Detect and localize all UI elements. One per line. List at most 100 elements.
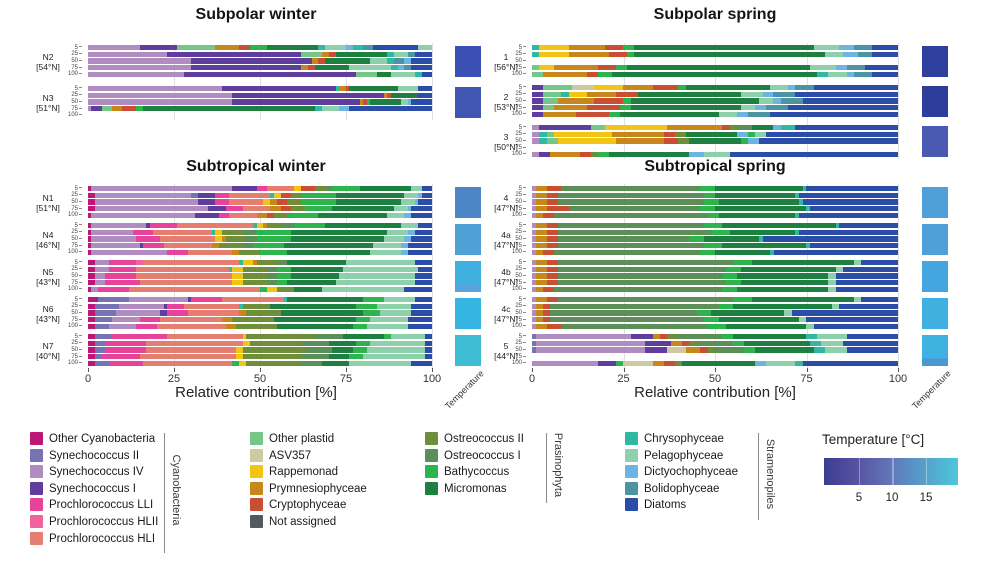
bar-segment-other_plastid (542, 98, 558, 104)
bar-segment-syn4 (532, 360, 598, 366)
bar-row (532, 260, 898, 266)
bar-segment-micromonas (619, 111, 719, 117)
bar-segment-diatoms (421, 71, 432, 77)
bar-segment-prymnesio (535, 186, 547, 192)
station-name: N4 (42, 230, 54, 240)
depth-label: 5 (502, 260, 526, 266)
bar-segment-ostreo1 (550, 303, 719, 309)
bar-segment-prymnesio (535, 260, 547, 266)
bar-segment-proHLI (229, 192, 271, 198)
legend-item-crypto: Cryptophyceae (250, 498, 430, 512)
bar-segment-syn4 (94, 266, 109, 272)
bar-segment-crypto (363, 99, 367, 105)
bar-segment-micromonas (733, 334, 807, 340)
bar-segment-ostreo1 (557, 229, 712, 235)
depth-label: 5 (502, 297, 526, 303)
legend-item-ostreo1: Ostreococcus I (425, 448, 605, 463)
bar-segment-pelago (370, 340, 426, 346)
temperature-box-5 (922, 334, 948, 366)
bar-segment-proHLI (177, 223, 254, 229)
bar-segment-pelago (411, 186, 422, 192)
bar-row (532, 340, 898, 346)
bar-row (88, 297, 432, 303)
bar-segment-ostreo2 (242, 354, 302, 360)
bar-segment-bathy (703, 223, 723, 229)
bar-row (532, 347, 898, 353)
legend-group-divider (164, 433, 166, 554)
bar-segment-pelago (387, 229, 408, 235)
bar-segment-syn2 (98, 297, 130, 303)
bar-segment-ostreo1 (736, 125, 752, 131)
bar-segment-bathy (707, 212, 719, 218)
bar-segment-diatoms (414, 273, 432, 279)
bar-segment-syn2 (94, 347, 106, 353)
bar-segment-other_plastid (532, 65, 540, 71)
bar-segment-diatoms (418, 86, 432, 92)
x-axis-tick-label: 100 (422, 373, 442, 385)
bar-segment-chryso (315, 106, 322, 112)
bar-segment-chryso (532, 51, 540, 57)
bar-segment-ostreo2 (287, 199, 302, 205)
bar-segment-ostreo2 (235, 323, 278, 329)
bar-segment-pelago (394, 206, 408, 212)
bar-segment-diatoms (810, 206, 898, 212)
bar-segment-ostreo2 (678, 138, 690, 144)
bar-segment-pelago (828, 286, 836, 292)
bar-segment-syn4 (91, 223, 147, 229)
bar-segment-proLLI (105, 347, 147, 353)
bar-segment-ostreo1 (561, 186, 701, 192)
legend-item-label: Prymnesiophyceae (269, 482, 367, 495)
bar-segment-bathy (700, 249, 715, 255)
bar-segment-prymnesio (586, 91, 617, 97)
depth-label: 75 (502, 317, 526, 323)
ostreococcus-ii-swatch (425, 432, 438, 445)
bar-segment-syn4 (535, 334, 631, 340)
depth-label: 5 (502, 223, 526, 229)
bar-segment-micromonas (608, 151, 690, 157)
bar-segment-dictyo (736, 131, 748, 137)
depth-label: 75 (502, 280, 526, 286)
bar-segment-pelago (828, 71, 847, 77)
x-axis-tick-label: 50 (253, 373, 267, 385)
bar-segment-diatoms (425, 354, 432, 360)
not-assigned-swatch (250, 515, 263, 528)
legend-item-diatoms: Diatoms (625, 498, 805, 512)
micromonas-swatch (425, 481, 438, 495)
bar-segment-proLLI (132, 229, 154, 235)
bar-segment-other_cyano (88, 286, 92, 292)
bar-segment-crypto (660, 334, 668, 340)
bar-segment-syn2 (94, 334, 113, 340)
legend-item-label: Synechococcus IV (49, 466, 144, 479)
bar-segment-bathy (733, 260, 752, 266)
bar-segment-pelago (373, 243, 401, 249)
legend-item-proHLI: Prochlorococcus HLI (30, 531, 210, 546)
bar-segment-diatoms (421, 192, 432, 198)
bar-segment-other_plastid (532, 71, 543, 77)
legend-item-asv357: ASV357 (250, 448, 430, 463)
x-axis-tick-label: 100 (888, 373, 908, 385)
legend-group-divider (758, 433, 760, 520)
bar-segment-ostreo2 (667, 334, 679, 340)
bar-segment-syn2 (532, 340, 536, 346)
bar-segment-diatoms (414, 280, 432, 286)
bar-segment-other_cyano (88, 354, 95, 360)
bar-row (532, 138, 898, 144)
bar-segment-proHLI (229, 212, 257, 218)
bar-row (532, 51, 898, 57)
bar-segment-bathy (700, 186, 715, 192)
bar-segment-dictyo (755, 105, 767, 111)
bar-row (88, 266, 432, 272)
synechococcus-i-swatch (30, 481, 43, 495)
bar-segment-rappemonad (594, 85, 624, 91)
bar-segment-bathy (304, 206, 333, 212)
bar-segment-crypto (542, 212, 554, 218)
bar-row (88, 86, 432, 92)
depth-label: 75 (58, 317, 82, 323)
bar-segment-syn2 (94, 310, 116, 316)
bar-segment-bolido (394, 58, 405, 64)
bar-segment-pelago (813, 45, 840, 51)
bar-segment-syn4 (129, 297, 188, 303)
bar-segment-bathy (352, 347, 367, 353)
bar-segment-diatoms (411, 236, 432, 242)
x-axis-tick (532, 368, 533, 372)
